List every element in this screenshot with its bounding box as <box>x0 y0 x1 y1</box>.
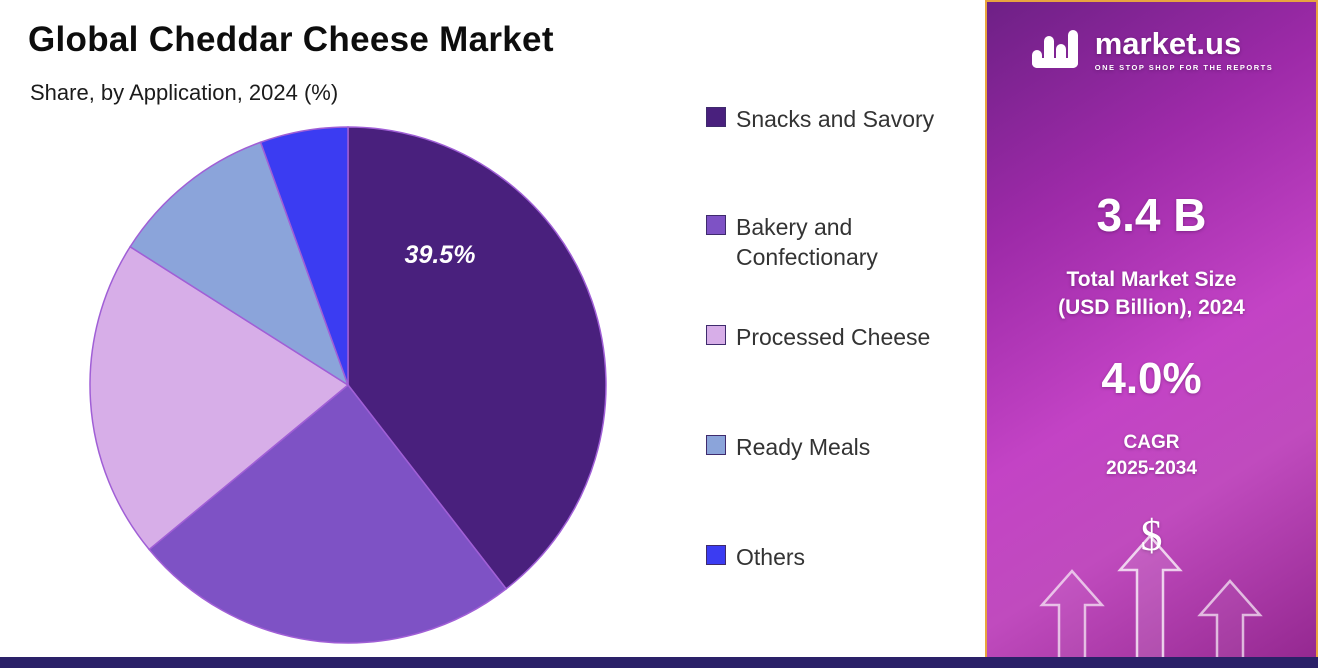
legend-item-bakery: Bakery and Confectionary <box>706 212 896 273</box>
legend-label: Ready Meals <box>736 434 871 460</box>
market-size-label: Total Market Size (USD Billion), 2024 <box>987 266 1316 323</box>
pie-slice-1 <box>148 383 508 644</box>
brand-logo: market.us ONE STOP SHOP FOR THE REPORTS <box>987 28 1316 72</box>
market-size-value: 3.4 B <box>1096 189 1207 241</box>
legend-label: Bakery and Confectionary <box>736 214 878 271</box>
legend-swatch-snacks <box>706 107 726 127</box>
pie-slice-4 <box>259 126 349 386</box>
legend-item-others: Others <box>706 542 805 572</box>
legend-label: Snacks and Savory <box>736 106 935 132</box>
legend-swatch-bakery <box>706 215 726 235</box>
legend-item-snacks: Snacks and Savory <box>706 104 934 134</box>
dollar-icon: $ <box>1140 511 1163 560</box>
cagr-label-line1: CAGR <box>1123 432 1180 453</box>
market-size-label-line1: Total Market Size <box>1066 268 1237 291</box>
legend-label: Others <box>736 544 806 570</box>
sidebar: market.us ONE STOP SHOP FOR THE REPORTS … <box>985 0 1318 668</box>
brand-name: market.us <box>1094 26 1242 61</box>
growth-arrows-icon <box>1039 534 1263 666</box>
legend-swatch-ready-meals <box>706 435 726 455</box>
legend-item-processed: Processed Cheese <box>706 322 930 352</box>
legend-swatch-processed <box>706 325 726 345</box>
pie-slice-value-label: 39.5% <box>405 241 476 269</box>
brand-tagline: ONE STOP SHOP FOR THE REPORTS <box>1094 63 1274 72</box>
pie-chart: 39.5% <box>89 126 607 644</box>
marketus-logo-icon <box>1031 30 1078 68</box>
bottom-accent-strip <box>0 657 1318 668</box>
market-size-label-line2: (USD Billion), 2024 <box>1058 296 1245 320</box>
pie-chart-container: 39.5% <box>83 120 613 650</box>
legend-item-ready-meals: Ready Meals <box>706 432 870 462</box>
page-subtitle: Share, by Application, 2024 (%) <box>30 80 339 105</box>
page-title: Global Cheddar Cheese Market <box>28 20 554 59</box>
legend-swatch-others <box>706 545 726 565</box>
cagr-label: CAGR 2025-2034 <box>987 430 1316 481</box>
pie-slice-2 <box>89 245 350 551</box>
legend-label: Processed Cheese <box>736 324 931 350</box>
cagr-value: 4.0% <box>1101 354 1202 403</box>
pie-slice-0 <box>347 126 607 590</box>
cagr-label-line2: 2025-2034 <box>1106 457 1197 479</box>
pie-slice-3 <box>129 141 350 387</box>
